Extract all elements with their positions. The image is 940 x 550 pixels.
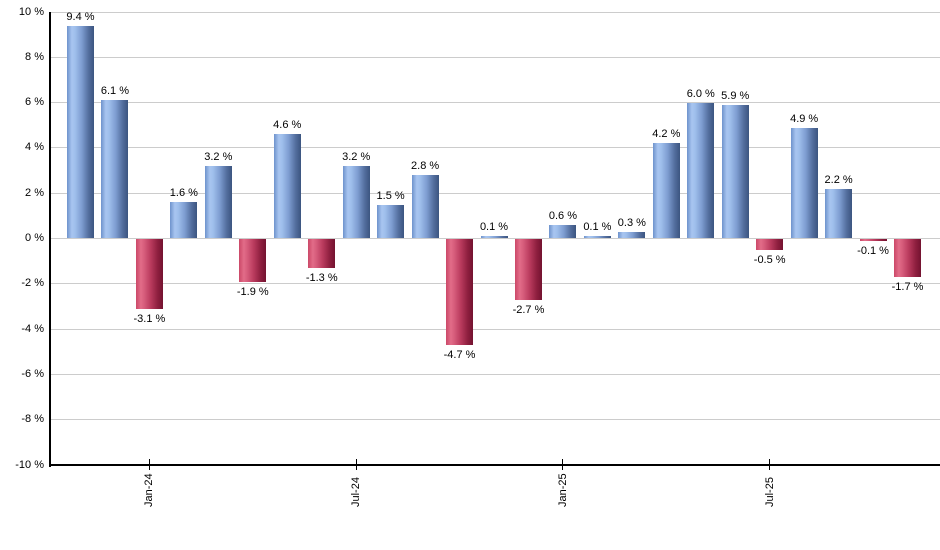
bar-value-label: 3.2 % <box>204 151 233 164</box>
bar <box>239 238 267 282</box>
gridline <box>50 373 940 375</box>
bar <box>480 236 508 239</box>
bar <box>790 127 818 239</box>
bar-value-label: 4.9 % <box>790 112 819 125</box>
bar <box>411 175 439 239</box>
bar-value-label: -4.7 % <box>443 348 476 361</box>
x-axis-tick-label: Jan-25 <box>556 473 569 507</box>
x-axis-tick <box>355 459 357 470</box>
bar <box>514 238 542 300</box>
bar <box>67 25 94 239</box>
bar <box>273 134 301 239</box>
bar <box>135 238 163 309</box>
y-axis-tick-label: 4 % <box>25 141 44 154</box>
gridline <box>50 102 940 104</box>
bar-value-label: 0.6 % <box>548 209 577 222</box>
bar-value-label: 0.1 % <box>479 221 509 234</box>
bar <box>825 188 853 239</box>
y-axis-tick-label: -8 % <box>21 413 44 426</box>
bar <box>170 202 198 239</box>
bar-value-label: 6.0 % <box>686 87 715 100</box>
bar <box>549 224 577 239</box>
bar <box>756 238 784 250</box>
bar-value-label: 2.8 % <box>411 160 440 173</box>
y-axis-tick-label: 2 % <box>25 186 44 199</box>
y-axis-tick-label: 0 % <box>25 232 44 244</box>
y-axis-tick-label: -10 % <box>15 458 44 471</box>
gridline <box>50 192 940 194</box>
y-axis-tick-label: -4 % <box>21 322 44 335</box>
y-axis-tick-label: 10 % <box>18 5 44 18</box>
bar <box>204 166 232 239</box>
y-axis-tick-label: -2 % <box>21 277 44 290</box>
gridline <box>50 11 940 13</box>
gridline <box>50 238 940 239</box>
gridline <box>50 283 940 285</box>
x-axis-tick-label: Jan-24 <box>143 473 156 507</box>
bar-value-label: -1.7 % <box>891 281 924 293</box>
bar-value-label: -2.7 % <box>512 303 545 316</box>
y-axis-tick-label: -6 % <box>21 367 44 380</box>
bar-value-label: 4.6 % <box>273 119 302 132</box>
bar-value-label: 9.4 % <box>66 10 95 23</box>
bar-value-label: -1.9 % <box>236 285 269 298</box>
bar <box>721 104 749 239</box>
bar <box>618 231 646 239</box>
bar <box>583 236 611 239</box>
bar <box>101 100 129 239</box>
bar-value-label: -0.1 % <box>857 244 889 257</box>
gridline <box>50 328 940 330</box>
bar-value-label: 3.2 % <box>342 151 371 164</box>
bar <box>342 166 370 239</box>
x-axis-tick <box>148 459 150 470</box>
gridline <box>50 419 940 421</box>
bar <box>652 143 680 239</box>
y-axis-tick-label: 6 % <box>25 96 44 109</box>
bar-value-label: -3.1 % <box>133 312 166 325</box>
x-axis-line <box>49 464 940 466</box>
x-axis-tick <box>562 459 564 470</box>
bar <box>377 204 405 239</box>
bar-value-label: 2.2 % <box>824 173 853 186</box>
bar-value-label: 1.6 % <box>169 187 198 200</box>
x-axis-tick <box>769 459 771 470</box>
bar-value-label: -0.5 % <box>753 253 786 266</box>
y-axis-line <box>49 12 51 467</box>
x-axis-tick-label: Jul-25 <box>763 477 776 507</box>
bar-value-label: -1.3 % <box>305 271 338 284</box>
bar-value-label: 5.9 % <box>721 89 750 102</box>
bar-value-label: 6.1 % <box>100 85 130 98</box>
bar <box>446 238 474 345</box>
bar-value-label: 4.2 % <box>652 128 681 141</box>
y-axis-tick-label: 8 % <box>25 50 44 63</box>
x-axis-tick-label: Jul-24 <box>350 477 363 507</box>
bar <box>308 238 336 268</box>
bar <box>859 238 887 241</box>
gridline <box>50 56 940 58</box>
gridline <box>50 147 940 149</box>
bar-value-label: 1.5 % <box>376 189 405 202</box>
bar-value-label: 0.3 % <box>617 216 646 229</box>
bar-value-label: 0.1 % <box>583 221 612 234</box>
bar <box>687 102 715 239</box>
bar <box>894 238 922 277</box>
